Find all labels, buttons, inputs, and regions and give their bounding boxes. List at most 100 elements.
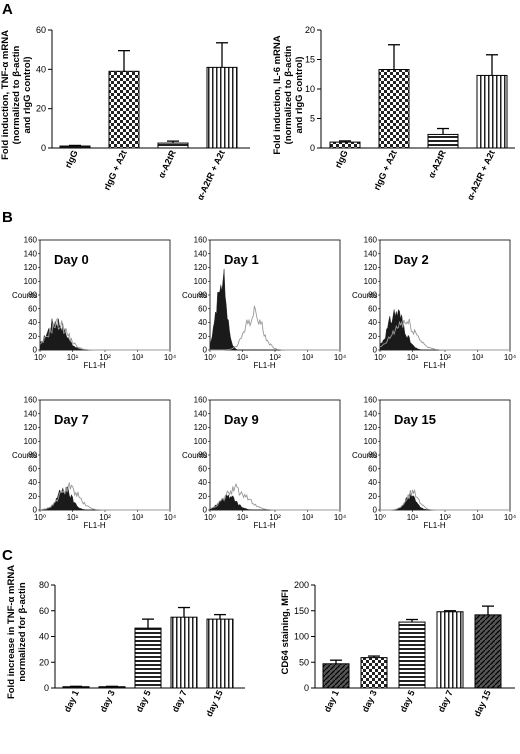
x-axis-title: FL1-H [423,361,445,370]
y-axis-title: Fold increase in TNF-α mRNAnormalized fo… [6,565,28,699]
histogram-outline [209,482,340,511]
x-tick-label: 10² [99,353,111,362]
histogram-filled [379,309,510,351]
x-tick-label: 10³ [132,513,144,522]
x-tick-label: 10³ [472,353,484,362]
bar [108,70,140,149]
y-tick-label: 20 [368,492,377,501]
y-tick-label: 0 [304,683,309,693]
flow-histogram-5: 0 20 40 60 80 100 120 140 160 Counts 10⁰ 10¹ 10² 10³ 1… [182,396,347,531]
y-tick-label: 100 [24,277,38,286]
y-tick-label: 60 [198,464,207,473]
histogram-title: Day 1 [224,252,259,267]
panel-letter-a: A [2,1,13,18]
y-tick-label: 40 [198,478,207,487]
y-tick-label: 150 [294,606,309,616]
bar [398,621,426,689]
y-axis-title: Counts [352,451,377,460]
y-tick-label: 80 [368,291,377,300]
x-tick-label: 10⁴ [164,513,177,522]
y-tick-label: 80 [368,451,377,460]
x-tick-label: 10² [99,513,111,522]
y-axis-title: Counts [352,291,377,300]
panel-letter-c: C [2,547,13,564]
y-axis-title: Counts [182,451,207,460]
y-tick-label: 50 [299,657,309,667]
histogram-title: Day 9 [224,412,259,427]
y-tick-label: 160 [194,236,208,245]
y-tick-label: 40 [39,632,49,642]
y-tick-label: 80 [198,451,207,460]
y-tick-label: 60 [39,606,49,616]
x-axis-title: FL1-H [253,521,275,530]
y-tick-label: 60 [28,464,37,473]
histogram-outline [380,488,510,511]
y-tick-label: 60 [36,25,46,35]
y-tick-label: 10 [305,84,315,94]
category-label: α-A2tR + A2t [195,149,227,202]
y-tick-label: 100 [24,437,38,446]
y-axis-title: Counts [182,291,207,300]
y-tick-label: 140 [24,409,38,418]
x-tick-label: 10⁴ [334,513,347,522]
histogram-title: Day 7 [54,412,89,427]
bar [206,618,234,689]
y-tick-label: 100 [364,437,378,446]
x-tick-label: 10⁰ [374,353,386,362]
histogram-filled [209,268,340,351]
y-tick-label: 0 [310,143,315,153]
panel-letter-b: B [2,209,13,226]
bar [360,657,388,689]
y-tick-label: 120 [364,423,378,432]
y-tick-label: 140 [364,409,378,418]
y-tick-label: 0 [373,346,378,355]
y-tick-label: 160 [364,396,378,405]
bar [436,611,464,689]
y-tick-label: 60 [368,304,377,313]
category-label: rIgG + A2t [102,149,129,192]
category-label: day 5 [134,689,153,714]
category-label: day 3 [360,689,379,714]
y-tick-label: 160 [24,236,38,245]
category-label: day 7 [170,689,189,714]
x-axis-title: FL1-H [423,521,445,530]
flow-histogram-2: 0 20 40 60 80 100 120 140 160 Counts 10⁰ 10¹ 10² 10³ 1… [182,236,347,371]
bar [427,133,459,149]
histogram-title: Day 2 [394,252,429,267]
histogram-filled [209,493,340,511]
histogram-filled [39,318,170,351]
x-tick-label: 10⁰ [204,513,216,522]
y-tick-label: 0 [33,346,38,355]
category-label: day 1 [322,689,341,714]
x-tick-label: 10⁴ [164,353,177,362]
histogram-outline [39,482,170,511]
y-tick-label: 80 [28,291,37,300]
y-tick-label: 40 [28,478,37,487]
bar [476,74,508,149]
category-label: day 15 [204,689,225,719]
y-tick-label: 0 [203,506,208,515]
category-label: day 1 [62,689,81,714]
y-axis-title: Fold induction, TNF-α mRNA(normalized to… [0,30,33,160]
y-tick-label: 0 [33,506,38,515]
y-tick-label: 40 [28,318,37,327]
bar [170,616,198,689]
category-label: day 3 [98,689,117,714]
bar [322,663,350,689]
histogram-filled [39,485,170,511]
x-tick-label: 10¹ [67,353,79,362]
flow-histogram-1: 0 20 40 60 80 100 120 140 160 Counts 10⁰ 10¹ 10² 10³ 1… [12,236,177,371]
x-tick-label: 10⁰ [34,353,46,362]
y-tick-label: 40 [36,64,46,74]
y-tick-label: 20 [36,104,46,114]
histogram-outline [379,318,510,351]
x-tick-label: 10² [269,513,281,522]
y-tick-label: 80 [39,580,49,590]
y-tick-label: 20 [305,25,315,35]
y-tick-label: 100 [294,632,309,642]
y-tick-label: 160 [364,236,378,245]
x-axis-title: FL1-H [83,521,105,530]
x-tick-label: 10⁰ [34,513,46,522]
flow-histogram-4: 0 20 40 60 80 100 120 140 160 Counts 10⁰ 10¹ 10² 10³ 1… [12,396,177,531]
